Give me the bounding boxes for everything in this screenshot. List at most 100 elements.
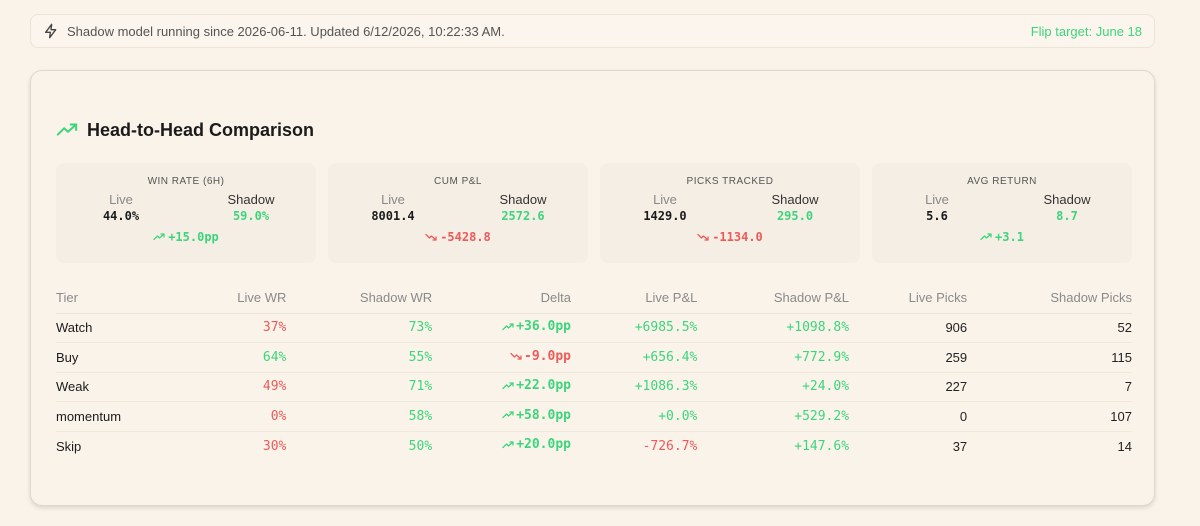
- column-header: Tier: [56, 283, 188, 314]
- tier-name: momentum: [56, 401, 188, 432]
- shadow-label: Shadow: [227, 192, 275, 207]
- card-header: Head-to-Head Comparison: [56, 119, 314, 141]
- stat-live: Live 44.0%: [56, 192, 186, 223]
- column-header: Delta: [432, 283, 571, 314]
- stat-label: CUM P&L: [434, 176, 482, 187]
- shadow-pnl: +772.9%: [697, 342, 850, 373]
- shadow-wr: 71%: [286, 372, 433, 402]
- table-header-row: Tier Live WR Shadow WR Delta Live P&L Shadow …: [56, 283, 1132, 314]
- shadow-picks: 52: [967, 313, 1132, 343]
- trending-up-icon: [502, 439, 514, 451]
- delta-cell-td: +58.0pp: [432, 401, 571, 432]
- table-body: Watch 37% 73% +36.0pp +6985.5% +1098.8% 906 52 B…: [56, 313, 1132, 461]
- shadow-value: 2572.6: [501, 209, 545, 223]
- stat-columns: Live 1429.0 Shadow 295.0: [600, 192, 860, 223]
- tier-name: Weak: [56, 372, 188, 402]
- shadow-picks: 14: [1117, 438, 1132, 454]
- delta: +20.0pp: [502, 437, 571, 452]
- flip-target: Flip target: June 18: [1030, 23, 1142, 39]
- shadow-label: Shadow: [499, 192, 547, 207]
- delta-cell-td: +20.0pp: [432, 431, 571, 461]
- stat-live: Live 8001.4: [328, 192, 458, 223]
- live-pnl: -726.7%: [642, 438, 698, 454]
- shadow-label: Shadow: [1043, 192, 1091, 207]
- live-wr: 30%: [262, 438, 287, 454]
- status-message: Shadow model running since 2026-06-11. U…: [67, 23, 505, 39]
- live-label: Live: [109, 192, 133, 207]
- status-bar: Shadow model running since 2026-06-11. U…: [30, 14, 1155, 48]
- delta-value: +36.0pp: [516, 319, 571, 334]
- column-header: Shadow Picks: [967, 283, 1132, 314]
- live-pnl: +1086.3%: [570, 372, 698, 402]
- delta: +22.0pp: [502, 378, 571, 393]
- column-header: Shadow P&L: [697, 283, 850, 314]
- table-row: Skip 30% 50% +20.0pp -726.7% +147.6% 37 14: [56, 431, 1132, 461]
- live-label: Live: [653, 192, 677, 207]
- delta-value: +22.0pp: [516, 378, 571, 393]
- trending-up-icon: [980, 231, 992, 243]
- live-value: 1429.0: [643, 209, 687, 223]
- stat-label: PICKS TRACKED: [686, 176, 774, 187]
- delta-cell-td: +22.0pp: [432, 372, 571, 402]
- trending-up-icon: [153, 231, 165, 243]
- live-wr: 37%: [187, 313, 287, 343]
- live-label: Live: [925, 192, 949, 207]
- live-value: 5.6: [926, 209, 948, 223]
- comparison-card: Head-to-Head Comparison WIN RATE (6H) Liv…: [30, 70, 1155, 506]
- shadow-wr: 58%: [286, 401, 433, 432]
- delta-value: +15.0pp: [168, 230, 219, 244]
- live-pnl: +6985.5%: [570, 313, 698, 343]
- stat-delta: -1134.0: [600, 230, 860, 244]
- shadow-picks: 7: [967, 372, 1132, 402]
- trending-down-icon: [510, 350, 522, 362]
- table-row: Buy 64% 55% -9.0pp +656.4% +772.9% 259 115: [56, 342, 1132, 373]
- delta-value: +58.0pp: [516, 407, 571, 423]
- shadow-wr: 50%: [408, 438, 433, 454]
- delta-value: +3.1: [995, 230, 1024, 244]
- shadow-wr: 73%: [286, 313, 433, 343]
- delta-cell-td: -9.0pp: [432, 342, 571, 373]
- shadow-value: 59.0%: [232, 209, 270, 223]
- stat-shadow: Shadow 8.7: [1002, 192, 1132, 223]
- table-row: Watch 37% 73% +36.0pp +6985.5% +1098.8% 906 52: [56, 313, 1132, 343]
- trending-down-icon: [697, 231, 709, 243]
- shadow-picks: 115: [967, 342, 1132, 373]
- stat-shadow: Shadow 2572.6: [458, 192, 588, 223]
- live-picks: 906: [849, 313, 968, 343]
- tier-name: Skip: [56, 438, 82, 454]
- shadow-pnl: +529.2%: [697, 401, 850, 432]
- shadow-pnl: +24.0%: [697, 372, 850, 402]
- delta-value: -9.0pp: [524, 348, 571, 364]
- tier-name: Buy: [56, 342, 188, 373]
- trending-up-icon: [56, 119, 78, 141]
- stat-columns: Live 8001.4 Shadow 2572.6: [328, 192, 588, 223]
- trending-down-icon: [425, 231, 437, 243]
- delta: +58.0pp: [502, 408, 571, 423]
- live-pnl: +0.0%: [570, 401, 698, 432]
- live-picks: 227: [849, 372, 968, 402]
- stat-columns: Live 5.6 Shadow 8.7: [872, 192, 1132, 223]
- shadow-pnl: +147.6%: [794, 438, 850, 454]
- column-header: Live P&L: [570, 283, 698, 314]
- column-header: Live WR: [187, 283, 287, 314]
- card-title: Head-to-Head Comparison: [87, 119, 315, 140]
- delta-cell-td: +36.0pp: [432, 313, 571, 343]
- table-row: Weak 49% 71% +22.0pp +1086.3% +24.0% 227 7: [56, 372, 1132, 402]
- stat-shadow: Shadow 295.0: [730, 192, 860, 223]
- live-picks: 37: [952, 438, 968, 454]
- live-picks: 0: [849, 401, 968, 432]
- live-wr: 64%: [187, 342, 287, 373]
- stat-label: WIN RATE (6H): [147, 176, 225, 187]
- trending-up-icon: [502, 321, 514, 333]
- stat-live: Live 1429.0: [600, 192, 730, 223]
- delta: -9.0pp: [510, 349, 571, 364]
- live-value: 8001.4: [371, 209, 415, 223]
- delta: +36.0pp: [502, 319, 571, 334]
- delta-value: +20.0pp: [516, 437, 571, 453]
- shadow-picks: 107: [967, 401, 1132, 432]
- shadow-label: Shadow: [771, 192, 819, 207]
- delta-value: -5428.8: [440, 230, 491, 244]
- stat-delta: -5428.8: [328, 230, 588, 244]
- column-header: Shadow WR: [286, 283, 433, 314]
- trending-up-icon: [502, 380, 514, 392]
